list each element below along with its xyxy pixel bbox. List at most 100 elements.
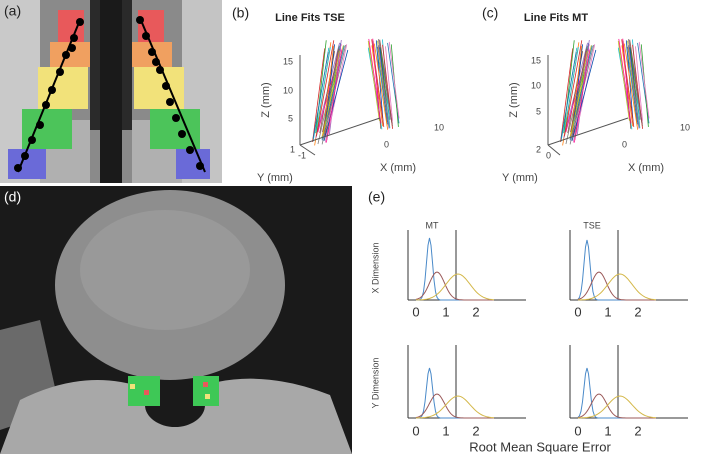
line-fits	[312, 38, 400, 146]
x-tick-label: 1	[442, 423, 449, 438]
x-label: X (mm)	[628, 162, 664, 174]
density-curve	[577, 271, 656, 301]
fit-line	[569, 44, 595, 145]
x-tick-label: 2	[472, 423, 479, 438]
z-tick: 15	[283, 56, 293, 66]
z-tick: 10	[531, 80, 541, 90]
x-tick-label: 0	[574, 423, 581, 438]
axes-3d	[547, 55, 629, 156]
x-tick-label: 0	[574, 304, 581, 319]
x-label: X (mm)	[380, 162, 416, 174]
x-tick-label: 2	[472, 304, 479, 319]
x-tick: 0	[384, 139, 389, 149]
fit-line	[317, 44, 342, 133]
x-tick-label: 1	[442, 304, 449, 319]
panel-label: (e)	[368, 189, 385, 205]
density-curve	[578, 273, 657, 301]
y-label: Y (mm)	[257, 172, 293, 184]
panel-a-image	[0, 0, 222, 183]
y-tick: 0	[546, 150, 551, 160]
x-tick-label: 2	[634, 423, 641, 438]
fit-line	[573, 49, 591, 143]
fit-line	[322, 49, 339, 133]
fit-line	[315, 47, 331, 133]
fit-line	[388, 41, 400, 119]
fit-line	[560, 51, 577, 139]
fit-line	[628, 45, 640, 129]
x-tick-label: 1	[604, 423, 611, 438]
y-tick: 1	[290, 144, 295, 154]
line-fits	[560, 38, 650, 146]
density-curve	[415, 271, 494, 301]
fit-line	[629, 39, 643, 127]
plot-title: Line Fits TSE	[275, 12, 345, 24]
fit-line	[373, 43, 389, 130]
x-tick-label: 1	[604, 304, 611, 319]
x-tick: 10	[434, 122, 444, 132]
density-curve	[577, 239, 656, 301]
fit-line	[564, 40, 583, 137]
z-tick: 15	[531, 55, 541, 65]
density-curve	[416, 367, 494, 419]
x-tick: 10	[680, 122, 690, 132]
density-curve	[415, 393, 494, 419]
fit-line	[321, 44, 347, 145]
row-title: X Dimension	[370, 242, 380, 293]
fit-line	[622, 38, 631, 120]
fit-line	[571, 50, 588, 134]
panel-label: (a)	[4, 3, 21, 19]
fit-line	[325, 49, 343, 143]
density-plots: 0 1 2 0 1 2 0 1 2 0 1 2	[407, 230, 688, 438]
z-tick: 10	[283, 85, 293, 95]
x-tick-label: 2	[634, 304, 641, 319]
fit-line	[638, 41, 650, 119]
z-tick: 5	[536, 106, 541, 116]
fit-line	[623, 43, 639, 130]
fit-line	[312, 48, 326, 142]
fit-line	[635, 46, 643, 121]
fit-line	[379, 39, 393, 127]
z-tick: 5	[288, 113, 293, 123]
plot-title: Line Fits MT	[524, 12, 588, 24]
fit-line	[563, 47, 579, 133]
fit-line	[372, 38, 381, 120]
x-tick-label: 0	[412, 304, 419, 319]
panel-label: (d)	[4, 189, 21, 205]
panel-label: (b)	[232, 5, 249, 21]
fit-line	[378, 45, 390, 129]
fit-line	[617, 40, 630, 121]
fit-line	[376, 47, 389, 125]
column-title: TSE	[583, 220, 601, 230]
fit-line	[565, 44, 590, 133]
y-tick: -1	[298, 150, 306, 160]
panel-d-image	[0, 186, 352, 454]
fit-line	[563, 40, 575, 134]
fit-line	[323, 50, 340, 134]
fit-line	[323, 49, 349, 141]
column-title: MT	[426, 220, 439, 230]
density-curve	[577, 395, 657, 419]
panel-label: (c)	[482, 5, 498, 21]
fit-line	[385, 46, 393, 121]
x-tick: 0	[622, 139, 627, 149]
y-label: Y (mm)	[502, 172, 538, 184]
fit-line	[626, 47, 639, 125]
z-label: Z (mm)	[260, 82, 272, 117]
density-curve	[416, 273, 495, 301]
axes-3d	[299, 55, 381, 156]
fit-line	[570, 49, 587, 133]
x-axis-label: Root Mean Square Error	[469, 439, 611, 454]
density-curve	[415, 395, 495, 419]
density-curve	[416, 237, 494, 301]
fit-line	[315, 40, 327, 134]
z-label: Z (mm)	[508, 82, 520, 117]
fit-line	[560, 48, 574, 142]
y-tick: 2	[536, 144, 541, 154]
fit-line	[312, 51, 329, 139]
row-title: Y Dimension	[370, 358, 380, 409]
fit-line	[316, 40, 335, 137]
density-curve	[577, 393, 656, 419]
x-tick-label: 0	[412, 423, 419, 438]
fit-line	[367, 40, 380, 121]
